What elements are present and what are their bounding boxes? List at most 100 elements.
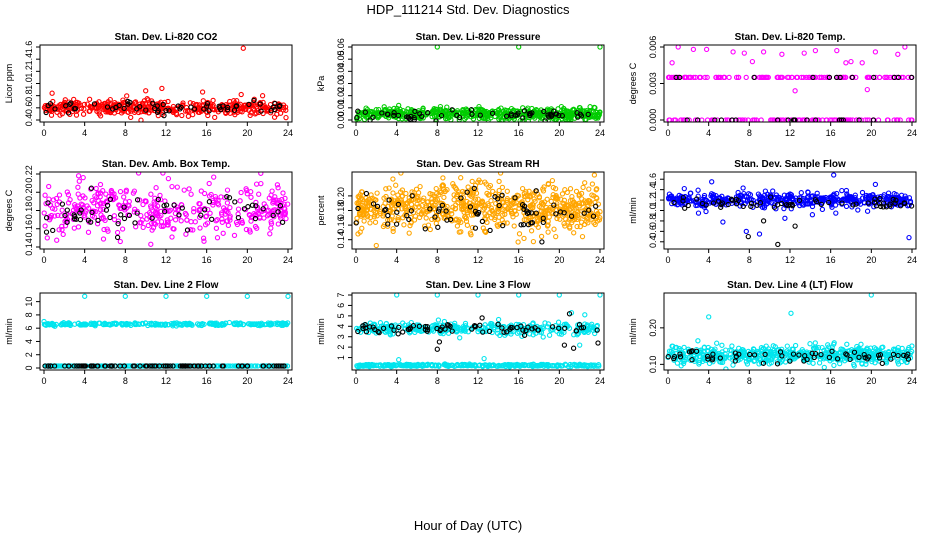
x-tick-label: 8 — [123, 255, 128, 265]
data-point — [360, 109, 366, 116]
data-point — [525, 197, 531, 203]
data-point — [533, 188, 539, 194]
data-point — [517, 118, 523, 122]
data-point — [554, 362, 560, 369]
data-point — [457, 335, 463, 341]
data-point — [798, 190, 804, 196]
data-point — [58, 107, 64, 113]
x-tick-label: 16 — [514, 255, 524, 265]
data-point — [237, 105, 244, 112]
y-tick-label: 1.6 — [24, 41, 34, 54]
data-point — [561, 201, 567, 207]
data-point — [131, 188, 138, 194]
data-point — [883, 204, 890, 210]
series-2 — [43, 97, 283, 119]
data-point — [429, 113, 435, 120]
data-point — [515, 239, 521, 245]
data-point — [690, 46, 697, 53]
data-point — [153, 185, 159, 191]
data-point — [673, 74, 679, 81]
data-point — [513, 362, 519, 368]
data-point — [469, 178, 475, 185]
data-point — [104, 104, 111, 110]
x-tick-label: 8 — [435, 128, 440, 138]
series-2 — [353, 185, 599, 245]
data-point — [585, 362, 591, 369]
data-point — [595, 111, 601, 117]
y-tick-label: 0.06 — [336, 38, 346, 56]
data-point — [204, 103, 210, 109]
data-point — [370, 114, 376, 120]
data-point — [710, 200, 717, 206]
series-1 — [666, 45, 915, 122]
data-point — [198, 363, 205, 369]
data-point — [551, 202, 557, 208]
data-point — [898, 196, 905, 203]
data-point — [77, 210, 83, 216]
data-point — [720, 219, 726, 225]
data-point — [254, 225, 260, 231]
data-point — [423, 215, 429, 221]
data-point — [144, 363, 150, 369]
data-point — [525, 105, 531, 111]
data-point — [143, 107, 149, 113]
data-point — [497, 363, 503, 369]
data-point — [550, 210, 556, 217]
y-tick-label: 0.6 — [648, 225, 658, 238]
data-point — [764, 191, 771, 197]
data-point — [237, 321, 243, 327]
x-tick-label: 24 — [283, 255, 293, 265]
data-point — [859, 189, 866, 196]
data-point — [172, 217, 179, 223]
data-point — [771, 202, 777, 208]
x-tick-label: 20 — [866, 255, 876, 265]
y-tick-label: 1.4 — [24, 53, 34, 66]
x-tick-label: 4 — [394, 376, 399, 386]
data-point — [908, 117, 914, 122]
data-point — [486, 328, 493, 335]
data-point — [197, 201, 203, 207]
data-point — [396, 357, 402, 363]
x-tick-label: 24 — [595, 128, 605, 138]
data-point — [399, 193, 406, 199]
data-point — [393, 363, 399, 369]
data-point — [128, 322, 134, 329]
data-point — [52, 106, 58, 112]
x-tick-label: 4 — [82, 255, 87, 265]
data-point — [386, 197, 392, 203]
data-point — [279, 219, 286, 225]
data-point — [763, 74, 769, 81]
data-point — [458, 195, 464, 201]
data-point — [521, 217, 527, 223]
data-point — [885, 193, 891, 200]
data-point — [552, 186, 559, 192]
data-point — [671, 199, 677, 206]
data-point — [277, 213, 283, 219]
data-point — [88, 219, 94, 225]
data-point — [225, 363, 231, 369]
data-point — [505, 205, 511, 212]
data-point — [561, 108, 567, 114]
data-point — [277, 203, 284, 209]
data-point — [509, 324, 515, 331]
data-point — [695, 210, 702, 216]
data-point — [269, 188, 275, 194]
data-point — [782, 215, 788, 221]
data-point — [149, 215, 155, 221]
data-point — [475, 196, 481, 202]
data-point — [151, 363, 158, 369]
data-point — [59, 207, 65, 213]
data-point — [58, 322, 65, 328]
data-point — [789, 195, 795, 202]
x-tick-label: 4 — [706, 255, 711, 265]
y-tick-label: 0.18 — [336, 202, 346, 220]
data-point — [164, 208, 170, 214]
series-1 — [354, 172, 603, 249]
data-point — [549, 118, 555, 122]
data-point — [68, 100, 74, 106]
data-point — [905, 74, 911, 81]
x-tick-label: 12 — [161, 376, 171, 386]
data-point — [101, 106, 107, 113]
data-point — [169, 234, 175, 240]
data-point — [527, 331, 533, 337]
